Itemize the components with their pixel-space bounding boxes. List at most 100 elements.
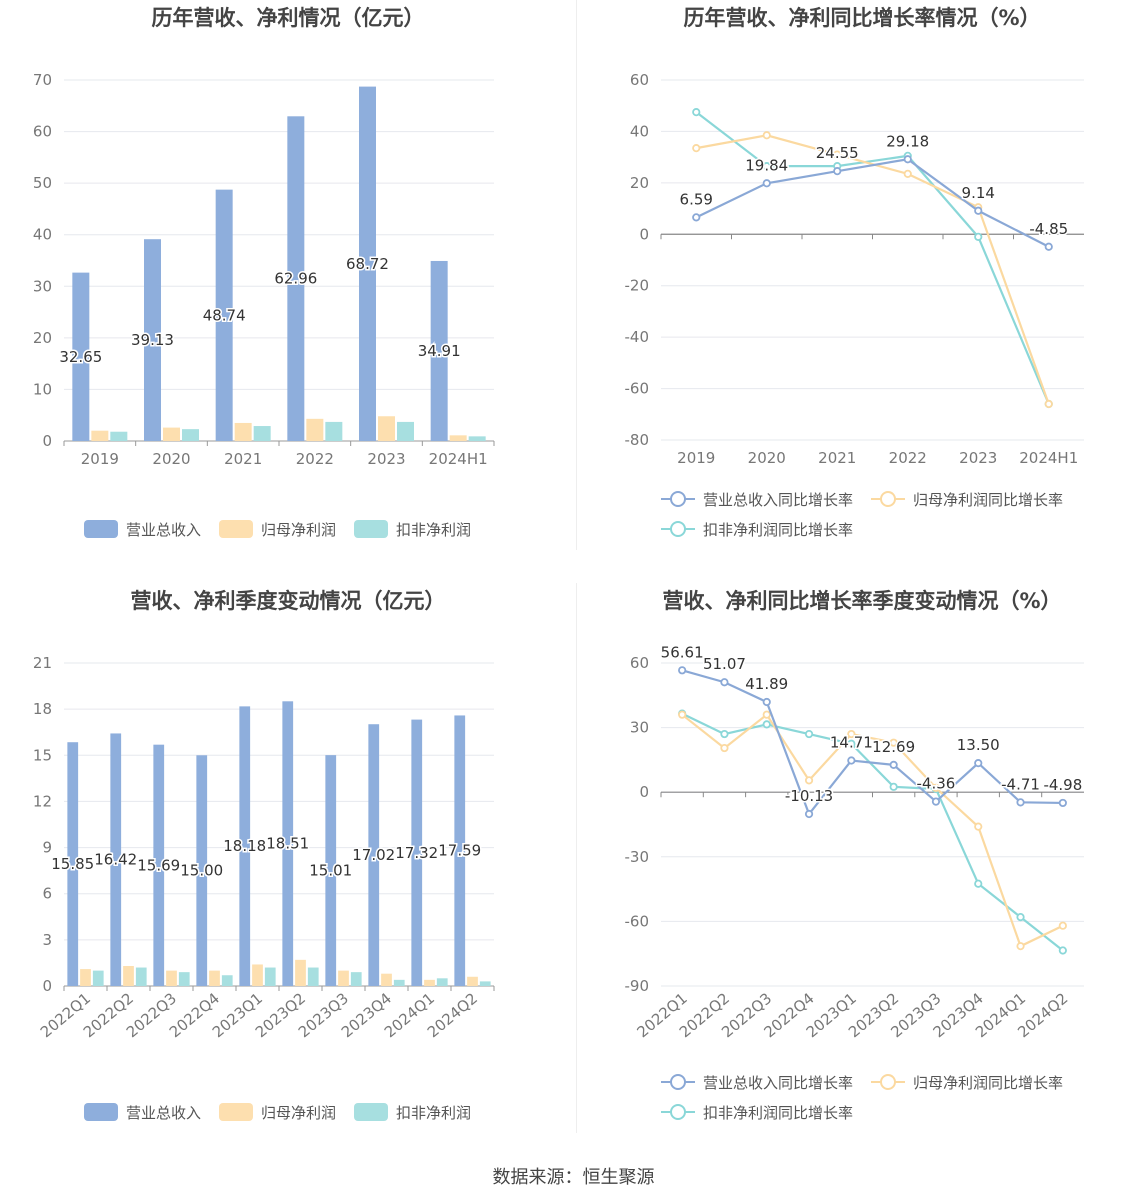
legend-label: 营业总收入同比增长率 [703,1073,854,1092]
bar [67,742,79,986]
bar [449,435,467,441]
bar [325,755,337,986]
y-tick-label: 20 [33,329,52,347]
legend-item-deduct[interactable]: 扣非净利润 [354,1097,471,1127]
legend-item-deduct-growth[interactable]: 扣非净利润同比增长率 [661,514,853,544]
legend-item-net-growth[interactable]: 归母净利润同比增长率 [871,1067,1063,1097]
y-tick-label: 60 [630,71,649,89]
data-point [847,729,856,739]
series-line [681,712,1064,952]
data-point [974,759,983,768]
data-label: 29.18 [886,132,929,150]
x-tick-label: 2022 [296,450,334,468]
x-tick-label: 2024H1 [429,450,488,468]
y-tick-label: 21 [33,654,52,672]
data-point [692,144,701,153]
bar [359,86,376,442]
chart-legend: 营业总收入同比增长率 归母净利润同比增长率 扣非净利润同比增长率 [661,1067,1131,1127]
data-point [833,167,842,176]
legend-item-revenue[interactable]: 营业总收入 [84,514,201,544]
data-label: 68.72 [346,255,389,273]
data-label: 24.55 [816,144,859,162]
quarter-bar-chart: 0369121518212022Q115.852022Q216.422022Q3… [33,654,495,1041]
legend-item-deduct[interactable]: 扣非净利润 [354,514,471,544]
data-point [1058,946,1067,955]
data-point [889,738,898,747]
data-label: 48.74 [203,306,246,324]
bar [123,966,134,986]
y-tick-label: -60 [625,912,650,930]
bar [430,260,448,441]
data-point [762,720,771,729]
series-line [695,111,1050,405]
chart-title: 营收、净利季度变动情况（亿元） [130,589,446,613]
y-tick-label: -80 [625,431,650,449]
bar [239,706,251,986]
y-tick-label: 0 [42,432,52,450]
legend-item-revenue[interactable]: 营业总收入 [84,1097,201,1127]
series-line [696,134,1050,405]
legend-swatch-revenue-growth [661,489,695,509]
data-label: 6.59 [680,190,713,208]
chart-title: 营收、净利同比增长率季度变动情况（%） [662,589,1062,613]
data-label: 39.13 [131,331,174,349]
annual-bar-panel: 历年营收、净利情况（亿元） 0 10 20 30 40 50 60 70 2019 32.65 20… [0,0,576,560]
series-line [695,158,1050,248]
bar [468,436,486,441]
bar [91,430,109,441]
data-point [1016,942,1025,951]
bar [209,970,220,986]
x-tick-label: 2023 [367,450,405,468]
data-label: -4.71 [1001,775,1040,793]
legend-swatch-deduct-growth [661,1102,695,1122]
x-tick-label: 2024H1 [1019,449,1078,467]
legend-swatch-revenue [84,1103,118,1121]
legend-item-revenue-growth[interactable]: 营业总收入同比增长率 [661,1067,853,1097]
legend-label: 营业总收入同比增长率 [703,490,854,509]
legend-item-deduct-growth[interactable]: 扣非净利润同比增长率 [661,1097,853,1127]
data-point [974,822,983,831]
data-point [762,131,771,140]
bar [196,755,208,986]
y-tick-label: 15 [33,746,52,764]
legend-item-revenue-growth[interactable]: 营业总收入同比增长率 [661,484,853,514]
data-point [720,678,729,687]
legend-label: 归母净利润 [261,1103,337,1122]
legend-label: 扣非净利润同比增长率 [703,1103,854,1122]
data-label: 41.89 [745,675,788,693]
quarter-line-panel: 营收、净利同比增长率季度变动情况（%） -90 -60 -30 0 30 60 2022Q1… [577,583,1147,1143]
data-point [720,729,729,739]
data-label: 15.00 [180,862,223,880]
data-label: 14.71 [830,734,873,752]
y-tick-label: 40 [630,122,649,140]
legend-item-net[interactable]: 归母净利润 [219,514,336,544]
bar [350,972,362,986]
data-label: 15.85 [51,855,94,873]
data-point [804,729,814,739]
data-label: -4.85 [1029,220,1068,238]
y-tick-label: 10 [33,380,52,398]
legend-item-net[interactable]: 归母净利润 [219,1097,336,1127]
legend-label: 归母净利润 [261,520,337,539]
bar [144,239,161,441]
data-point [931,783,941,792]
legend-swatch-net [219,520,254,538]
bar [253,426,271,441]
bar [295,959,306,986]
data-label: 9.14 [962,184,995,202]
data-point [974,879,983,888]
data-point [762,179,771,188]
y-tick-label: -90 [625,977,650,995]
y-tick-label: 6 [42,885,52,903]
data-label: 32.65 [59,348,102,366]
data-point [847,756,856,765]
data-point [804,809,814,819]
bar [424,979,435,986]
y-tick-label: 0 [42,977,52,995]
y-tick-label: -20 [625,277,650,295]
legend-swatch-revenue-growth [661,1072,695,1092]
bar [368,724,380,986]
y-tick-label: 3 [42,931,52,949]
legend-item-net-growth[interactable]: 归母净利润同比增长率 [871,484,1063,514]
bar [215,189,233,441]
